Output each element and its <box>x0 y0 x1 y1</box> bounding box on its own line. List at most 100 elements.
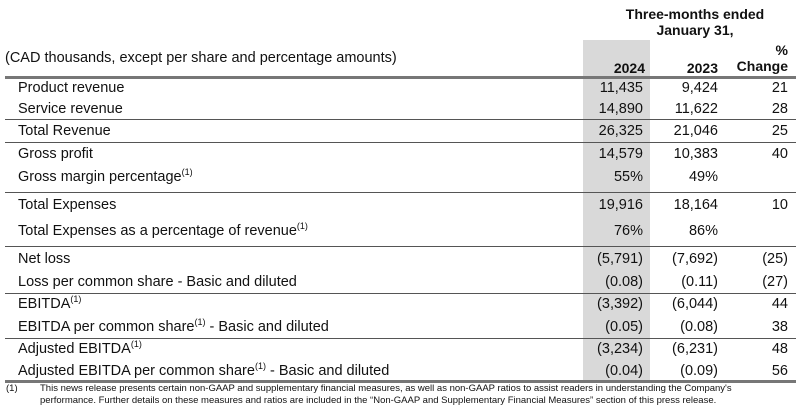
row-label: Total Expenses as a percentage of revenu… <box>18 221 308 241</box>
period-header-line2: January 31, <box>656 22 734 38</box>
footnote-ref: (1) <box>254 361 266 371</box>
row-label-suffix: - Basic and diluted <box>205 319 329 335</box>
col-header-change-symbol: % <box>775 42 788 58</box>
percent-change: 28 <box>771 101 788 117</box>
col-header-2024: 2024 <box>613 60 645 76</box>
row-label: EBITDA per common share(1) - Basic and d… <box>18 317 329 337</box>
divider <box>5 119 796 120</box>
value-2023: (7,692) <box>672 251 718 267</box>
footnote-ref: (1) <box>130 339 142 349</box>
divider <box>5 338 796 339</box>
value-2024: 14,890 <box>598 101 643 117</box>
row-label-suffix: - Basic and diluted <box>265 363 390 379</box>
percent-change: 56 <box>771 363 788 379</box>
table-row: Total Revenue 26,325 21,046 25 <box>0 121 800 141</box>
table-row: Gross margin percentage(1) 55% 49% <box>0 167 800 187</box>
row-label-text: Total Expenses as a percentage of revenu… <box>18 223 297 239</box>
table-row: Net loss (5,791) (7,692) (25) <box>0 249 800 269</box>
row-label-text: Adjusted EBITDA per common share <box>18 363 255 379</box>
percent-change: (27) <box>762 274 788 290</box>
row-label-text: Product revenue <box>18 80 125 96</box>
value-2023: 9,424 <box>681 80 718 96</box>
value-2024: 76% <box>613 223 643 239</box>
value-2024: (0.08) <box>605 274 643 290</box>
table-row: Gross profit 14,579 10,383 40 <box>0 144 800 164</box>
percent-change: 25 <box>771 123 788 139</box>
percent-change: 21 <box>771 80 788 96</box>
footnote-ref: (1) <box>70 294 82 304</box>
row-label-text: Total Revenue <box>18 123 111 139</box>
row-label: Adjusted EBITDA per common share(1) - Ba… <box>18 361 389 381</box>
percent-change: 48 <box>771 341 788 357</box>
value-2023: (0.08) <box>680 319 718 335</box>
percent-change: 38 <box>771 319 788 335</box>
table-row: Total Expenses as a percentage of revenu… <box>0 221 800 241</box>
value-2023: 11,622 <box>674 101 718 117</box>
table-row: Loss per common share - Basic and dilute… <box>0 272 800 292</box>
value-2023: (6,231) <box>672 341 718 357</box>
row-label: Gross profit <box>18 144 93 164</box>
row-label-text: EBITDA per common share <box>18 319 195 335</box>
percent-change: (25) <box>762 251 788 267</box>
row-label: Service revenue <box>18 99 123 119</box>
table-row: EBITDA(1) (3,392) (6,044) 44 <box>0 294 800 314</box>
footnote-ref: (1) <box>296 221 308 231</box>
footnote-marker: (1) <box>6 383 18 394</box>
value-2023: 86% <box>688 223 718 239</box>
value-2024: 11,435 <box>599 80 643 96</box>
table-row: Total Expenses 19,916 18,164 10 <box>0 195 800 215</box>
table-row: EBITDA per common share(1) - Basic and d… <box>0 317 800 337</box>
row-label: Total Revenue <box>18 121 111 141</box>
value-2023: 21,046 <box>673 123 718 139</box>
table-row: Adjusted EBITDA(1) (3,234) (6,231) 48 <box>0 339 800 359</box>
value-2023: (6,044) <box>672 296 718 312</box>
divider <box>5 192 796 193</box>
row-label: Product revenue <box>18 78 124 98</box>
col-header-change: Change <box>736 58 788 74</box>
row-label: Loss per common share - Basic and dilute… <box>18 272 297 292</box>
row-label: Total Expenses <box>18 195 116 215</box>
value-2024: (3,234) <box>597 341 643 357</box>
row-label-text: Service revenue <box>18 101 123 117</box>
percent-change: 44 <box>771 296 788 312</box>
table-bottom-divider <box>5 380 796 383</box>
footnote-line2: performance. Further details on these me… <box>40 395 717 406</box>
divider <box>5 293 796 294</box>
row-label-text: Gross margin percentage <box>18 169 182 185</box>
row-label-text: Total Expenses <box>18 197 117 213</box>
row-label-text: Gross profit <box>18 146 93 162</box>
value-2023: 49% <box>688 169 718 185</box>
divider <box>5 142 796 143</box>
value-2023: 10,383 <box>673 146 718 162</box>
table-row: Adjusted EBITDA per common share(1) - Ba… <box>0 361 800 381</box>
footnote-line1: This news release presents certain non-G… <box>40 383 732 394</box>
percent-change: 10 <box>771 197 788 213</box>
row-label-text: Adjusted EBITDA <box>18 341 131 357</box>
table-row: Product revenue 11,435 9,424 21 <box>0 78 800 98</box>
value-2023: 18,164 <box>673 197 718 213</box>
row-label: EBITDA(1) <box>18 294 81 314</box>
header-divider <box>5 76 796 79</box>
value-2023: (0.09) <box>680 363 718 379</box>
value-2024: 14,579 <box>598 146 643 162</box>
value-2024: (5,791) <box>597 251 643 267</box>
row-label: Gross margin percentage(1) <box>18 167 193 187</box>
footnote-ref: (1) <box>194 317 206 327</box>
row-label-text: EBITDA <box>18 296 71 312</box>
row-label: Net loss <box>18 249 70 269</box>
units-note: (CAD thousands, except per share and per… <box>5 50 397 66</box>
value-2024: 55% <box>613 169 643 185</box>
value-2024: 19,916 <box>598 197 643 213</box>
row-label-text: Loss per common share - Basic and dilute… <box>18 274 297 290</box>
footnote-ref: (1) <box>181 167 193 177</box>
row-label: Adjusted EBITDA(1) <box>18 339 142 359</box>
value-2024: (3,392) <box>597 296 643 312</box>
percent-change: 40 <box>771 146 788 162</box>
current-year-column-highlight <box>583 40 650 381</box>
value-2024: (0.04) <box>605 363 643 379</box>
value-2024: 26,325 <box>598 123 643 139</box>
col-header-2023: 2023 <box>686 60 718 76</box>
value-2024: (0.05) <box>605 319 643 335</box>
value-2023: (0.11) <box>681 274 718 290</box>
